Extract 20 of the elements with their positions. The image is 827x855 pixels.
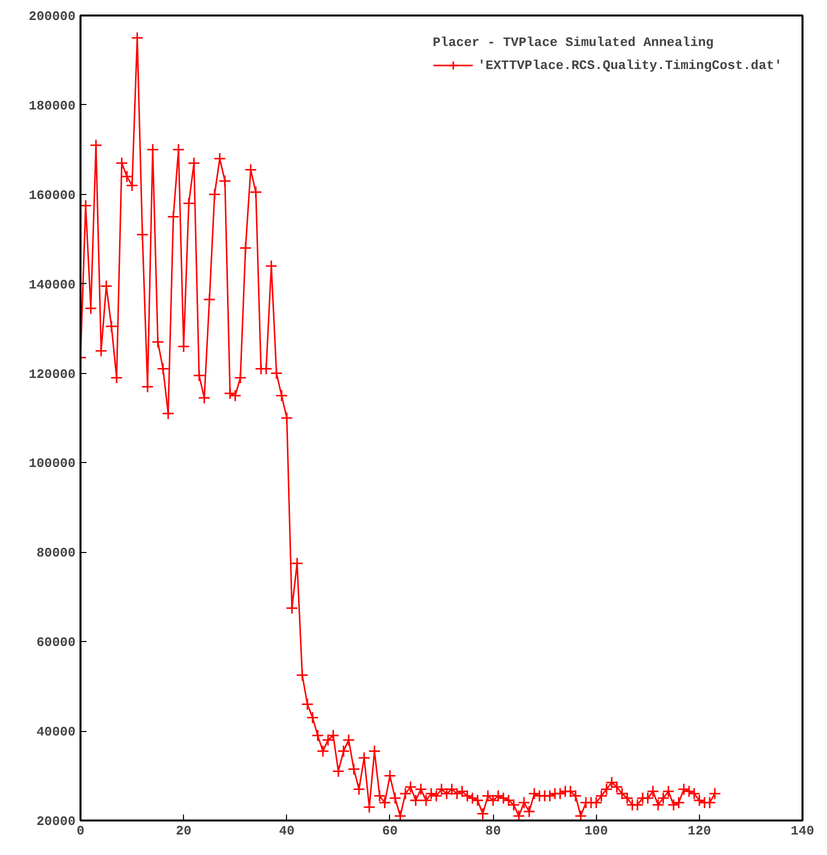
legend-title: Placer - TVPlace Simulated Annealing — [432, 35, 715, 50]
x-tick-label: 100 — [584, 824, 608, 838]
y-tick-label: 60000 — [36, 635, 76, 650]
legend-label: 'EXTTVPlace.RCS.Quality.TimingCost.dat' — [478, 58, 782, 72]
y-tick-label: 100000 — [28, 456, 76, 472]
x-tick-label: 80 — [485, 824, 502, 838]
y-tick-label: 40000 — [36, 724, 76, 740]
x-tick-label: 40 — [278, 824, 295, 838]
x-tick-label: 60 — [382, 824, 398, 838]
x-tick-label: 120 — [688, 824, 712, 838]
y-tick-label: 80000 — [36, 546, 76, 561]
y-tick-label: 120000 — [28, 366, 76, 382]
y-tick-label: 20000 — [36, 814, 76, 829]
x-tick-label: 0 — [76, 824, 85, 838]
y-tick-label: 180000 — [28, 98, 76, 114]
y-tick-label: 160000 — [28, 188, 76, 203]
x-tick-label: 140 — [790, 824, 814, 838]
y-tick-label: 200000 — [28, 9, 76, 24]
y-tick-label: 140000 — [28, 277, 76, 292]
x-tick-label: 20 — [176, 824, 192, 838]
